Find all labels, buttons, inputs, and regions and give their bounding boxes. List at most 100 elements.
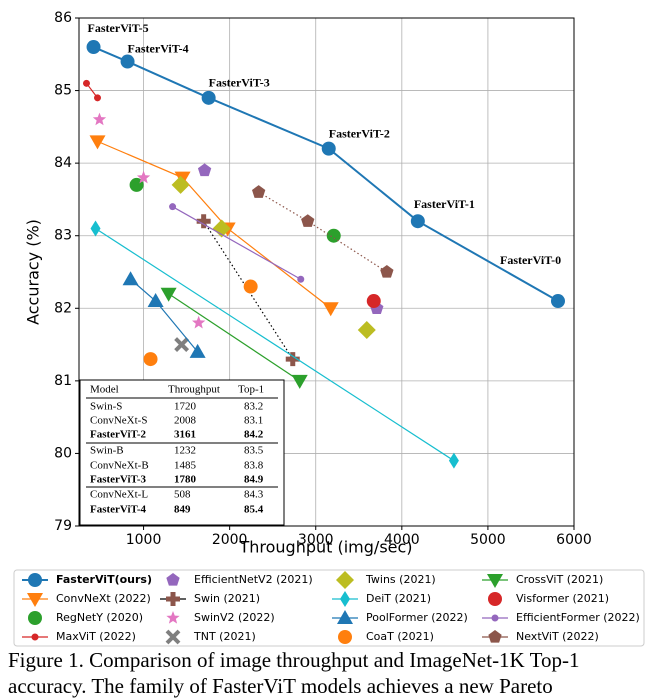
legend-label: NextViT (2022)	[516, 630, 599, 643]
point-label: FasterViT-2	[329, 126, 390, 140]
legend-label: Twins (2021)	[365, 573, 436, 586]
legend-label: FasterViT(ours)	[56, 573, 152, 586]
legend-label: MaxViT (2022)	[56, 630, 136, 643]
table-cell: 1780	[174, 474, 197, 486]
legend-marker	[166, 573, 180, 586]
legend-marker	[166, 611, 180, 624]
table-cell: 83.8	[244, 460, 264, 472]
table-cell: 1485	[174, 460, 197, 472]
point-label: FasterViT-5	[88, 21, 149, 35]
table-cell: 84.3	[244, 489, 264, 501]
table-cell: FasterViT-4	[90, 504, 147, 516]
series-line	[258, 191, 388, 273]
data-point	[171, 175, 190, 194]
data-point	[357, 321, 376, 340]
series-line	[168, 293, 301, 382]
y-tick-label: 85	[54, 83, 72, 99]
legend-label: SwinV2 (2022)	[194, 611, 275, 624]
legend-marker	[491, 614, 499, 622]
table-cell: 84.9	[244, 474, 264, 486]
data-point	[143, 352, 158, 367]
data-point	[550, 294, 565, 309]
data-point	[291, 374, 308, 389]
table-cell: ConvNeXt-B	[90, 460, 149, 472]
legend-marker	[28, 573, 42, 587]
data-point	[122, 271, 139, 286]
data-point	[201, 90, 216, 105]
table-cell: 83.2	[244, 401, 263, 413]
legend-label: EfficientNetV2 (2021)	[194, 573, 313, 586]
data-point	[189, 343, 206, 358]
inset-table-box	[79, 379, 285, 526]
data-point	[82, 79, 90, 87]
table-cell: FasterViT-2	[90, 429, 147, 441]
y-tick-label: 79	[54, 518, 72, 534]
data-point	[147, 293, 164, 308]
data-point	[160, 287, 177, 302]
x-tick-label: 2000	[212, 532, 248, 548]
x-tick-label: 6000	[556, 532, 592, 548]
plot-frame	[78, 17, 575, 527]
legend-marker	[488, 630, 502, 643]
table-cell: ConvNeXt-S	[90, 415, 147, 427]
table-cell: ConvNeXt-L	[90, 489, 148, 501]
legend-marker	[31, 633, 39, 641]
data-point	[90, 220, 101, 237]
data-point	[89, 135, 106, 150]
point-label: FasterViT-0	[500, 253, 561, 267]
legend-marker	[340, 591, 350, 607]
legend-label: TNT (2021)	[193, 630, 256, 643]
table-cell: 83.5	[244, 445, 264, 457]
data-point	[380, 265, 394, 278]
data-point	[252, 185, 266, 198]
table-cell: FasterViT-3	[90, 474, 147, 486]
legend-marker	[28, 611, 42, 625]
legend-marker	[487, 574, 503, 588]
data-point	[174, 337, 190, 352]
legend-marker	[27, 593, 43, 607]
table-cell: 2008	[174, 415, 197, 427]
data-point	[169, 203, 177, 211]
table-cell: 84.2	[244, 429, 264, 441]
y-tick-label: 82	[54, 300, 72, 316]
data-point	[94, 94, 102, 102]
legend-marker	[336, 571, 354, 589]
table-cell: Swin-S	[90, 401, 122, 413]
data-point	[321, 141, 336, 156]
x-tick-label: 3000	[298, 532, 334, 548]
y-tick-label: 83	[54, 228, 72, 244]
legend-label: EfficientFormer (2022)	[516, 611, 640, 624]
table-cell: 1232	[174, 445, 196, 457]
series-line	[172, 206, 302, 280]
table-cell: 1720	[174, 401, 197, 413]
table-header: Throughput	[168, 384, 220, 396]
series-line	[97, 140, 332, 309]
data-point	[326, 228, 341, 243]
y-tick-label: 86	[54, 10, 72, 26]
legend-marker	[338, 630, 352, 644]
y-tick-label: 81	[54, 373, 72, 389]
legend-marker	[488, 592, 502, 606]
data-point	[197, 163, 212, 177]
legend-label: Visformer (2021)	[516, 592, 609, 605]
legend-label: DeiT (2021)	[366, 592, 431, 605]
table-cell: 83.1	[244, 415, 263, 427]
legend-box	[13, 569, 645, 647]
data-point	[120, 54, 135, 69]
data-point	[243, 279, 258, 294]
series-line	[93, 46, 559, 302]
data-point	[366, 294, 381, 309]
table-cell: 85.4	[244, 504, 264, 516]
table-cell: Swin-B	[90, 445, 124, 457]
x-tick-label: 4000	[384, 532, 420, 548]
y-axis-label: Accuracy (%)	[24, 219, 43, 325]
legend-label: RegNetY (2020)	[56, 611, 143, 624]
caption-line: accuracy. The family of FasterViT models…	[8, 674, 553, 698]
table-cell: 508	[174, 489, 191, 501]
data-point	[196, 214, 211, 229]
data-point	[410, 214, 425, 229]
point-label: FasterViT-4	[128, 41, 189, 55]
legend-marker	[165, 629, 181, 645]
legend-marker	[166, 592, 180, 606]
